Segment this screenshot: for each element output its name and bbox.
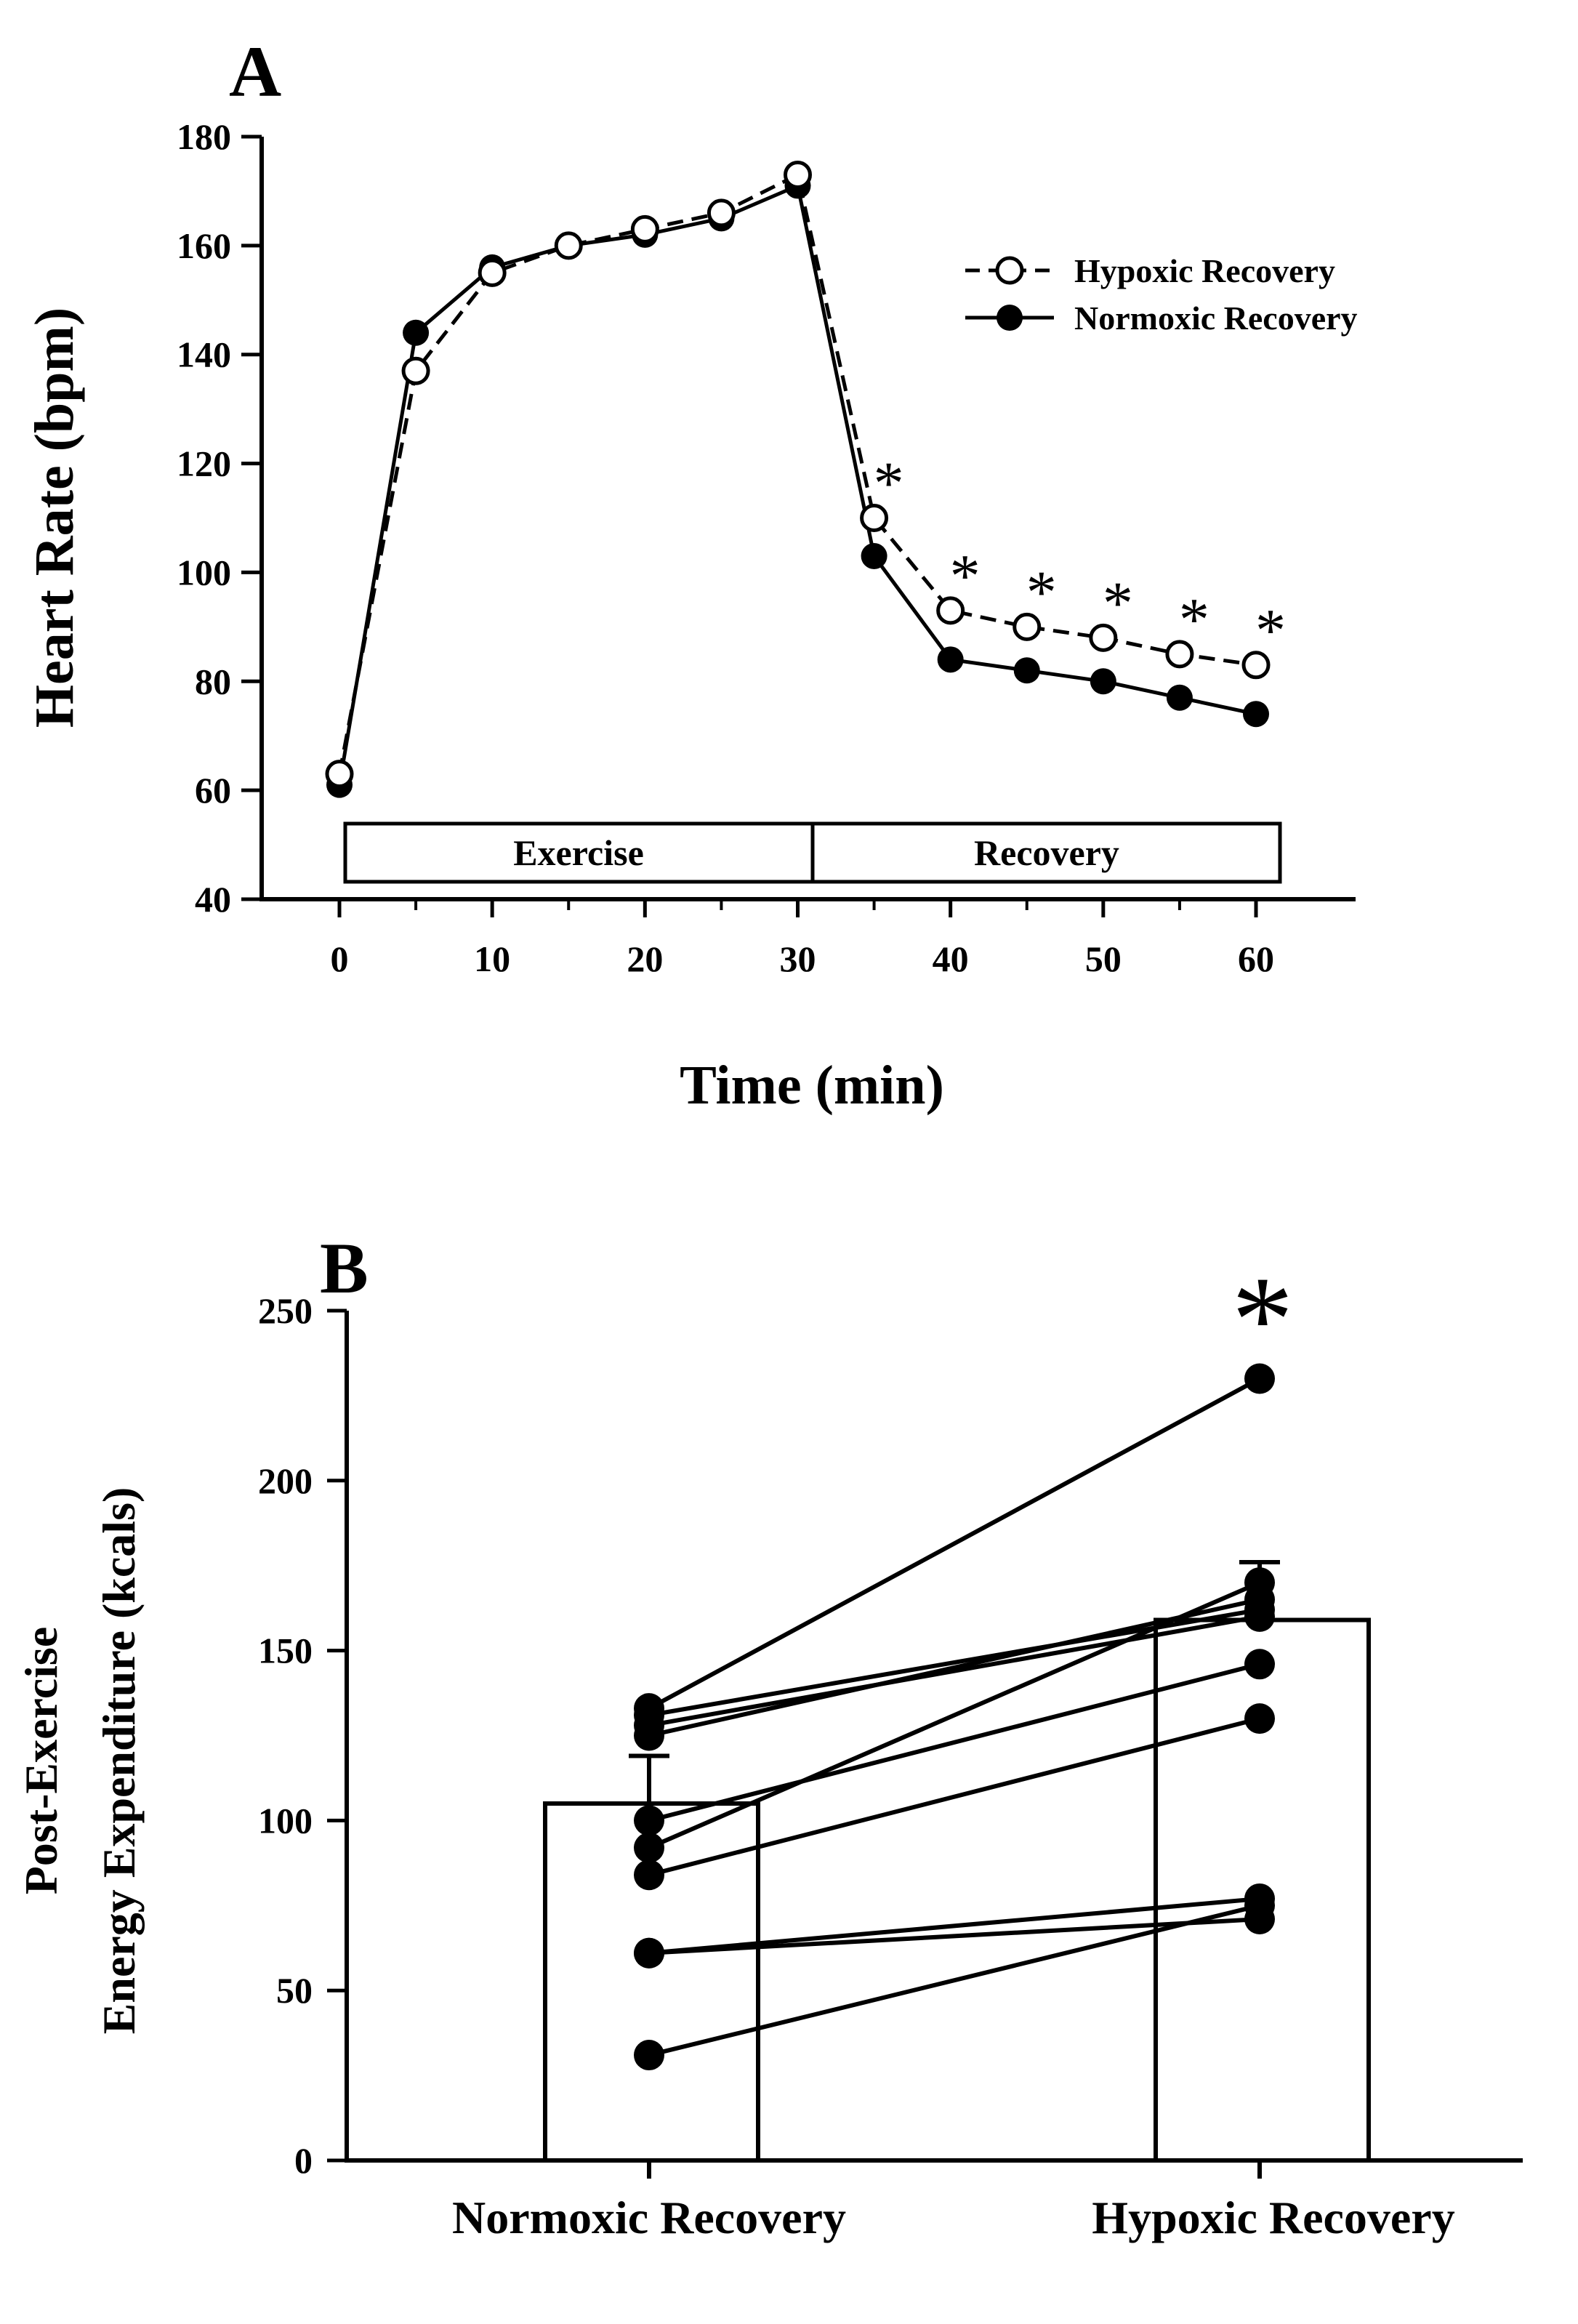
data-point-normoxic (1090, 668, 1116, 695)
panel-b-paired-points (634, 1363, 1275, 2071)
y-tick-label: 100 (177, 552, 231, 592)
paired-line (648, 1716, 1260, 1878)
y-tick-label: 160 (177, 225, 231, 266)
data-point-normoxic (1166, 684, 1193, 711)
x-tick-label: 40 (933, 938, 969, 979)
legend-normoxic-marker (997, 305, 1023, 331)
x-tick-label: 60 (1238, 938, 1274, 979)
x-tick-label: 50 (1085, 938, 1122, 979)
legend-normoxic-label: Normoxic Recovery (1074, 299, 1358, 337)
x-tick-label: 20 (627, 938, 663, 979)
significance-star: * (874, 450, 904, 518)
y-tick-label: 60 (195, 770, 231, 811)
y-tick-label: 180 (177, 116, 231, 157)
paired-point-hypoxic (1244, 1703, 1275, 1734)
paired-point-normoxic (634, 1937, 664, 1969)
data-point-normoxic (861, 542, 887, 569)
paired-point-normoxic (634, 1805, 664, 1836)
paired-point-hypoxic (1244, 1363, 1275, 1394)
panel-a-x-title: Time (min) (680, 1055, 944, 1116)
category-label-normoxic: Normoxic Recovery (452, 2192, 846, 2243)
significance-star: * (1179, 586, 1209, 654)
paired-point-hypoxic (1244, 1904, 1275, 1935)
y-tick-label: 140 (177, 334, 231, 375)
y-tick-label: 50 (276, 1970, 313, 2011)
phase-box-recovery (810, 821, 1282, 884)
panel-a-legend: Hypoxic Recovery Normoxic Recovery (965, 252, 1358, 337)
paired-point-hypoxic (1244, 1649, 1275, 1680)
legend-hypoxic-marker (995, 256, 1024, 285)
x-tick-label: 10 (474, 938, 510, 979)
paired-line (648, 1614, 1260, 1728)
paired-line (648, 1597, 1260, 1738)
paired-point-normoxic (634, 2040, 664, 2071)
panel-b-letter: B (320, 1228, 369, 1308)
legend-hypoxic-label: Hypoxic Recovery (1074, 252, 1335, 289)
data-point-hypoxic (401, 356, 430, 385)
paired-point-hypoxic (1244, 1594, 1275, 1625)
data-point-hypoxic (1013, 612, 1042, 641)
panel-a-x-ticks: 0 10 20 30 40 50 60 (331, 899, 1274, 979)
y-tick-label: 200 (258, 1460, 313, 1501)
phase-label-exercise: Exercise (513, 832, 644, 873)
significance-star: * (1026, 558, 1057, 626)
y-tick-label: 0 (294, 2140, 313, 2181)
significance-star: * (1103, 569, 1133, 637)
panel-a-y-ticks: 40 60 80 100 120 140 160 180 (177, 116, 262, 920)
paired-line (648, 1917, 1260, 1955)
data-point-hypoxic (325, 760, 354, 789)
data-point-hypoxic (1241, 651, 1271, 680)
panel-b-paired-lines (648, 1376, 1261, 2057)
paired-line (648, 1607, 1260, 1718)
x-tick-label: 30 (780, 938, 816, 979)
paired-point-normoxic (634, 1693, 664, 1724)
y-tick-label: 250 (258, 1290, 313, 1331)
paired-point-normoxic (634, 1859, 664, 1891)
y-tick-label: 80 (195, 661, 231, 701)
data-point-hypoxic (1089, 623, 1118, 652)
data-point-hypoxic (707, 198, 736, 228)
data-point-hypoxic (478, 258, 507, 287)
panel-b-y-title-line2: Energy Expenditure (kcals) (93, 1487, 145, 2035)
paired-line (648, 1896, 1260, 1955)
paired-point-normoxic (634, 1832, 664, 1863)
y-tick-label: 100 (258, 1800, 313, 1841)
x-tick-label: 0 (331, 938, 349, 979)
y-tick-label: 40 (195, 879, 231, 920)
significance-star: * (950, 542, 981, 610)
panel-a-letter: A (229, 31, 281, 112)
panel-b: B 0 50 100 150 200 250 Normoxic Recovery Hypo… (15, 1228, 1523, 2243)
panel-a-significance: * * * * * * (874, 450, 1286, 664)
panel-a-y-title: Heart Rate (bpm) (24, 307, 85, 728)
significance-star: * (1255, 597, 1286, 664)
panel-b-bars (543, 1617, 1371, 2163)
data-point-hypoxic (860, 504, 889, 532)
data-point-hypoxic (936, 596, 965, 625)
paired-line (648, 1903, 1260, 2057)
panel-a: A 40 60 80 100 120 140 160 180 0 10 20 30 40 50 60 Ex… (24, 31, 1358, 1116)
panel-b-y-title-line1: Post-Exercise (15, 1627, 67, 1894)
paired-line (648, 1376, 1261, 1710)
y-tick-label: 150 (258, 1631, 313, 1671)
y-tick-label: 120 (177, 443, 231, 484)
panel-b-y-ticks: 0 50 100 150 200 250 (258, 1290, 347, 2181)
data-point-normoxic (1243, 701, 1269, 728)
phase-label-recovery: Recovery (974, 832, 1119, 873)
data-point-hypoxic (784, 160, 812, 189)
data-point-normoxic (937, 646, 964, 673)
category-label-hypoxic: Hypoxic Recovery (1092, 2192, 1454, 2243)
data-point-normoxic (403, 319, 430, 346)
data-point-normoxic (1013, 657, 1040, 684)
panel-a-series-points (325, 160, 1271, 798)
panel-b-significance-star: * (1232, 1251, 1294, 1388)
data-point-hypoxic (554, 231, 583, 260)
data-point-hypoxic (630, 214, 659, 244)
data-point-hypoxic (1165, 640, 1194, 669)
paired-line (648, 1662, 1260, 1823)
